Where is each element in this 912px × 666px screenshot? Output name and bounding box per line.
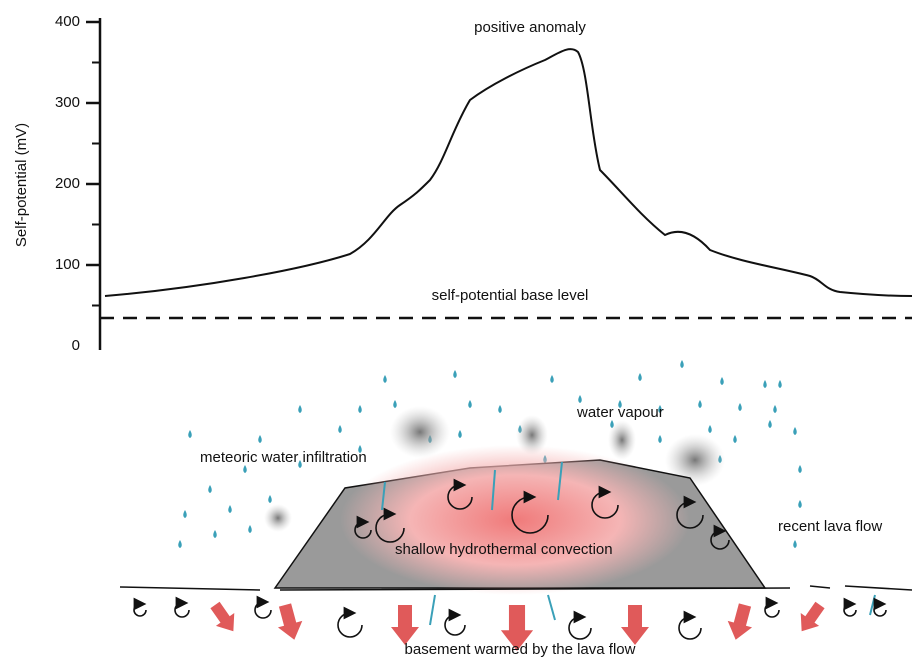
vapour [264, 504, 292, 532]
raindrop [738, 403, 742, 411]
convection-cell [354, 515, 372, 539]
y-tick-label: 200 [55, 175, 80, 192]
raindrop [453, 370, 457, 378]
raindrop [778, 380, 782, 388]
ground-surface [119, 585, 912, 591]
raindrop [763, 380, 767, 388]
raindrop [383, 375, 387, 383]
convection-cell [676, 495, 704, 529]
convection-label: shallow hydrothermal convection [395, 541, 613, 558]
base-level-label: self-potential base level [432, 287, 589, 304]
raindrop [708, 425, 712, 433]
raindrop [798, 465, 802, 473]
raindrop [188, 430, 192, 438]
raindrop [498, 405, 502, 413]
raindrop [680, 360, 684, 368]
vapour-label: water vapour [576, 404, 664, 421]
y-ticks: 0 100 200 300 400 [55, 13, 100, 354]
raindrop [258, 435, 262, 443]
raindrop [698, 400, 702, 408]
fractures [381, 461, 876, 626]
heat-arrow [277, 603, 303, 640]
y-tick-label: 0 [72, 337, 80, 354]
convection-cell [710, 524, 730, 550]
raindrop [338, 425, 342, 433]
raindrop [358, 445, 362, 453]
vapour [608, 420, 636, 460]
convection-cell [174, 596, 190, 618]
convection-cell [678, 610, 702, 640]
raindrop [550, 375, 554, 383]
raindrop [458, 430, 462, 438]
convection-cell [591, 485, 619, 519]
raindrop [358, 405, 362, 413]
heat-arrow [500, 605, 534, 651]
vapour [516, 415, 548, 455]
heat-arrow [210, 601, 235, 632]
raindrop [658, 435, 662, 443]
self-potential-profile [104, 48, 912, 297]
heat-arrows [210, 601, 825, 651]
raindrop [720, 377, 724, 385]
raindrop [298, 460, 302, 468]
raindrop [393, 400, 397, 408]
convection-cell [133, 597, 147, 617]
raindrop [213, 530, 217, 538]
vapour [665, 434, 725, 486]
convection-cell [764, 596, 780, 618]
convection-cell [511, 490, 549, 534]
raindrops [178, 360, 802, 548]
raindrop [578, 395, 582, 403]
raindrop [733, 435, 737, 443]
y-tick-label: 400 [55, 13, 80, 30]
raindrop [468, 400, 472, 408]
convection-cell [254, 595, 272, 619]
raindrop [183, 510, 187, 518]
raindrop [798, 500, 802, 508]
raindrop [618, 400, 622, 408]
raindrop [658, 405, 662, 413]
y-tick-label: 300 [55, 94, 80, 111]
raindrop [178, 540, 182, 548]
heat-arrow [391, 605, 419, 645]
raindrop [298, 405, 302, 413]
raindrop [793, 540, 797, 548]
convection-cell [873, 597, 887, 617]
convection-cell [375, 507, 405, 543]
convection-cell [447, 478, 473, 510]
heat-zone [340, 445, 690, 595]
raindrop [268, 495, 272, 503]
heat-arrow [800, 601, 825, 632]
raindrop [248, 525, 252, 533]
y-axis-label: Self-potential (mV) [13, 123, 30, 247]
heat-arrow [621, 605, 649, 645]
rain-label: meteoric water infiltration [200, 449, 367, 466]
lava-label: recent lava flow [778, 518, 882, 535]
convection-cell [568, 610, 592, 640]
basement-label: basement warmed by the lava flow [405, 641, 636, 658]
heat-arrow [727, 603, 753, 640]
convection-cells [133, 478, 887, 640]
raindrop [768, 420, 772, 428]
y-tick-label: 100 [55, 256, 80, 273]
convection-cell [337, 606, 363, 638]
convection-cell [843, 597, 857, 617]
raindrop [638, 373, 642, 381]
vapour [390, 406, 450, 458]
raindrop [773, 405, 777, 413]
peak-label: positive anomaly [474, 19, 586, 36]
raindrop [793, 427, 797, 435]
convection-cell [444, 608, 466, 636]
raindrop [228, 505, 232, 513]
raindrop [243, 465, 247, 473]
raindrop [208, 485, 212, 493]
